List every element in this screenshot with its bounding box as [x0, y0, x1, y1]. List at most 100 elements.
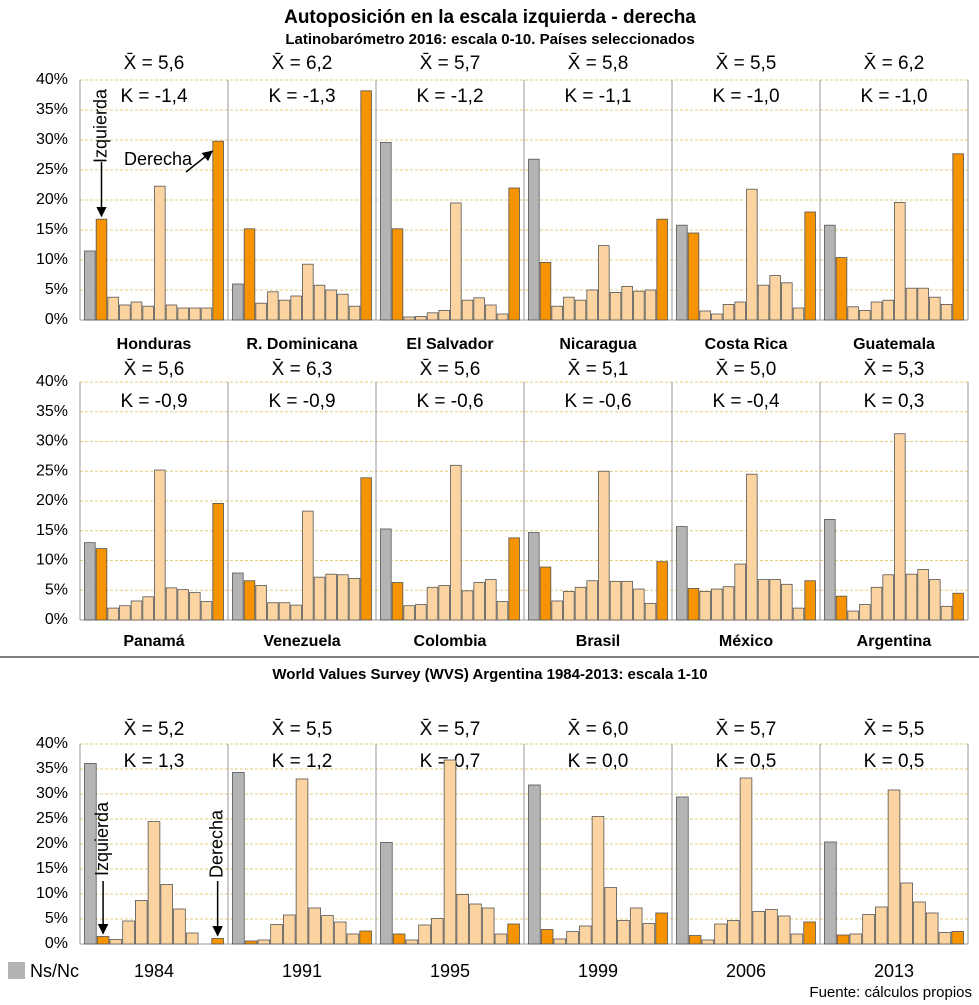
bar	[485, 304, 497, 321]
bar	[938, 932, 952, 945]
bar	[859, 309, 871, 321]
bar	[232, 572, 244, 621]
y-tick-label: 35%	[36, 760, 68, 777]
bar	[308, 907, 321, 945]
y-tick-label: 10%	[36, 552, 68, 569]
bar	[177, 307, 189, 321]
panel-mean: X̄ = 5,5	[272, 719, 333, 740]
bar	[824, 224, 836, 321]
bar	[870, 301, 883, 321]
bar	[119, 605, 131, 621]
panel-kurtosis: K = 0,5	[864, 751, 925, 772]
panel-label: R. Dominicana	[246, 336, 357, 353]
panel-kurtosis: K = 1,2	[272, 751, 333, 772]
bar	[415, 604, 427, 621]
legend-label: Ns/Nc	[30, 961, 79, 981]
panel-label: Nicaragua	[559, 336, 636, 353]
bar	[656, 561, 668, 621]
panel-mean: X̄ = 5,5	[864, 719, 925, 740]
bar	[450, 464, 462, 621]
bar	[862, 914, 875, 945]
bar	[507, 923, 520, 945]
panel-kurtosis: K = 0,3	[864, 391, 925, 412]
bar	[734, 301, 746, 321]
bar	[765, 909, 778, 945]
panel-label: El Salvador	[406, 336, 493, 353]
bar	[302, 263, 314, 321]
annotation: Izquierda	[92, 801, 112, 876]
bar	[917, 569, 929, 621]
bar	[727, 920, 740, 945]
panel-mean: X̄ = 5,8	[568, 53, 629, 74]
panel-label: 2006	[726, 961, 766, 981]
panel-kurtosis: K = -0,6	[564, 391, 631, 412]
bar	[438, 309, 450, 321]
bar	[456, 894, 469, 945]
y-tick-label: 0%	[45, 611, 68, 628]
bar	[403, 316, 415, 321]
bar	[900, 882, 913, 945]
bar	[360, 90, 372, 321]
chart-subtitle: World Values Survey (WVS) Argentina 1984…	[272, 666, 707, 683]
bar	[165, 304, 178, 321]
bar	[290, 604, 302, 621]
bar	[835, 257, 848, 321]
bar	[232, 772, 245, 945]
y-tick-label: 0%	[45, 311, 68, 328]
bar	[313, 284, 326, 321]
panel-kurtosis: K = -0,6	[416, 391, 483, 412]
bar	[325, 573, 337, 621]
bar	[929, 579, 941, 621]
panel-mean: X̄ = 6,0	[568, 719, 629, 740]
bar	[380, 528, 392, 621]
bar	[95, 218, 108, 321]
bar	[676, 526, 688, 621]
bar	[687, 232, 700, 321]
panel-label: Costa Rica	[705, 336, 788, 353]
y-tick-label: 30%	[36, 785, 68, 802]
panel-kurtosis: K = 0,0	[568, 751, 629, 772]
bar	[348, 577, 361, 621]
bar	[591, 816, 605, 945]
bar	[450, 202, 462, 321]
bar	[803, 921, 816, 945]
bar	[496, 601, 509, 621]
bar	[177, 589, 189, 621]
y-tick-label: 30%	[36, 131, 68, 148]
bar	[119, 304, 131, 321]
bar	[551, 305, 563, 321]
bar	[777, 915, 791, 945]
panel-kurtosis: K = 1,3	[124, 751, 185, 772]
bar	[882, 299, 894, 321]
bar	[929, 296, 941, 321]
bar	[824, 841, 837, 945]
bar	[283, 914, 296, 945]
bar	[940, 605, 953, 621]
panel-mean: X̄ = 5,6	[124, 53, 185, 74]
bar	[824, 519, 836, 621]
bar	[469, 903, 482, 945]
panel-kurtosis: K = -1,2	[416, 86, 483, 107]
bar	[295, 778, 309, 945]
bar	[96, 936, 110, 945]
bar	[711, 588, 723, 621]
bar	[952, 153, 964, 321]
panel-label: México	[719, 633, 773, 650]
bar	[391, 228, 404, 321]
y-tick-label: 0%	[45, 935, 68, 952]
bar	[656, 218, 668, 321]
y-tick-label: 20%	[36, 835, 68, 852]
panel-mean: X̄ = 5,7	[420, 719, 481, 740]
bar	[426, 312, 439, 321]
bar	[360, 477, 372, 621]
bar	[617, 920, 630, 945]
bar	[243, 228, 256, 321]
panel-kurtosis: K = -0,4	[712, 391, 779, 412]
bar	[847, 610, 859, 621]
bar	[894, 201, 906, 321]
y-tick-label: 15%	[36, 221, 68, 238]
bar	[757, 284, 770, 321]
bar	[722, 586, 735, 621]
bar	[135, 900, 148, 945]
